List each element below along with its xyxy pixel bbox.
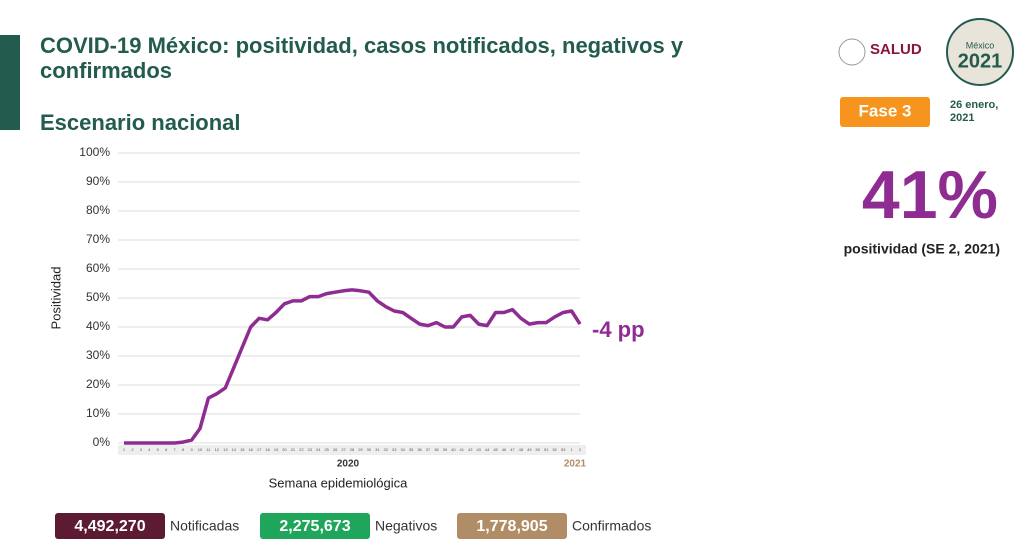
x-tick-label: 4 bbox=[148, 447, 151, 452]
x-tick-label: 10 bbox=[198, 447, 203, 452]
year-label: 2020 bbox=[337, 459, 360, 470]
x-tick-label: 33 bbox=[392, 447, 397, 452]
x-tick-label: 47 bbox=[510, 447, 515, 452]
x-tick-label: 1 bbox=[123, 447, 126, 452]
x-tick-label: 21 bbox=[291, 447, 296, 452]
x-tick-label: 51 bbox=[544, 447, 549, 452]
series-line bbox=[124, 288, 582, 445]
x-tick-label: 52 bbox=[552, 447, 557, 452]
date: 2021 bbox=[950, 112, 974, 124]
mexico-logo bbox=[946, 18, 1014, 86]
y-axis-label: Positividad bbox=[48, 267, 63, 330]
x-tick-label: 20 bbox=[282, 447, 287, 452]
x-tick-label: 2 bbox=[131, 447, 134, 452]
x-tick-label: 46 bbox=[502, 447, 507, 452]
x-tick-label: 31 bbox=[375, 447, 380, 452]
subtitle: Escenario nacional bbox=[40, 110, 241, 135]
x-tick-label: 35 bbox=[409, 447, 414, 452]
total-value: 2,275,673 bbox=[279, 518, 350, 535]
x-tick-label: 24 bbox=[316, 447, 321, 452]
x-tick-label: 3 bbox=[140, 447, 143, 452]
x-tick-label: 49 bbox=[527, 447, 532, 452]
x-tick-label: 18 bbox=[265, 447, 270, 452]
annotation: -4 pp bbox=[592, 317, 645, 342]
x-tick-label: 8 bbox=[182, 447, 185, 452]
x-axis-band bbox=[118, 445, 586, 455]
total-label: Negativos bbox=[375, 518, 437, 534]
x-tick-label: 37 bbox=[426, 447, 431, 452]
x-tick-label: 23 bbox=[308, 447, 313, 452]
year-label: 2021 bbox=[564, 459, 587, 470]
x-tick-label: 22 bbox=[299, 447, 304, 452]
salud-logo bbox=[838, 38, 866, 66]
x-tick-label: 43 bbox=[476, 447, 481, 452]
title: COVID-19 México: positividad, casos noti… bbox=[40, 33, 684, 58]
total-label: Notificadas bbox=[170, 518, 239, 534]
x-tick-label: 42 bbox=[468, 447, 473, 452]
x-tick-label: 9 bbox=[190, 447, 193, 452]
x-tick-label: 30 bbox=[367, 447, 372, 452]
y-tick-label: 80% bbox=[86, 203, 110, 217]
y-tick-label: 10% bbox=[86, 406, 110, 420]
x-tick-label: 28 bbox=[350, 447, 355, 452]
y-tick-label: 70% bbox=[86, 232, 110, 246]
y-tick-label: 30% bbox=[86, 348, 110, 362]
x-tick-label: 41 bbox=[460, 447, 465, 452]
x-tick-label: 11 bbox=[206, 447, 211, 452]
total-badge bbox=[55, 513, 165, 539]
phase-text: Fase 3 bbox=[859, 101, 912, 120]
y-tick-label: 100% bbox=[79, 145, 110, 159]
x-tick-label: 12 bbox=[215, 447, 220, 452]
x-tick-label: 32 bbox=[384, 447, 389, 452]
x-tick-label: 45 bbox=[493, 447, 498, 452]
x-tick-label: 7 bbox=[174, 447, 177, 452]
x-tick-label: 15 bbox=[240, 447, 245, 452]
x-tick-label: 40 bbox=[451, 447, 456, 452]
x-tick-label: 16 bbox=[248, 447, 253, 452]
date: 26 enero, bbox=[950, 99, 998, 111]
year-text: 2021 bbox=[958, 50, 1003, 72]
x-tick-label: 50 bbox=[536, 447, 541, 452]
total-value: 4,492,270 bbox=[74, 518, 145, 535]
y-tick-label: 50% bbox=[86, 290, 110, 304]
x-tick-label: 13 bbox=[223, 447, 228, 452]
mexico-text: México bbox=[966, 40, 995, 50]
x-tick-label: 26 bbox=[333, 447, 338, 452]
x-tick-label: 48 bbox=[519, 447, 524, 452]
total-badge bbox=[457, 513, 567, 539]
y-tick-label: 20% bbox=[86, 377, 110, 391]
x-tick-label: 19 bbox=[274, 447, 279, 452]
x-tick-label: 34 bbox=[400, 447, 405, 452]
total-value: 1,778,905 bbox=[476, 518, 547, 535]
x-tick-label: 27 bbox=[341, 447, 346, 452]
x-tick-label: 38 bbox=[434, 447, 439, 452]
x-tick-label: 2 bbox=[579, 447, 582, 452]
x-tick-label: 36 bbox=[417, 447, 422, 452]
y-tick-label: 40% bbox=[86, 319, 110, 333]
x-tick-label: 25 bbox=[324, 447, 329, 452]
x-tick-label: 29 bbox=[358, 447, 363, 452]
y-tick-label: 90% bbox=[86, 174, 110, 188]
x-tick-label: 53 bbox=[561, 447, 566, 452]
x-tick-label: 6 bbox=[165, 447, 168, 452]
x-tick-label: 5 bbox=[157, 447, 160, 452]
total-label: Confirmados bbox=[572, 518, 651, 534]
kpi-label: positividad (SE 2, 2021) bbox=[844, 241, 1000, 257]
x-tick-label: 1 bbox=[570, 447, 573, 452]
accent-bar bbox=[0, 35, 20, 130]
y-tick-label: 60% bbox=[86, 261, 110, 275]
x-tick-label: 17 bbox=[257, 447, 262, 452]
x-tick-label: 39 bbox=[443, 447, 448, 452]
x-axis-label: Semana epidemiológica bbox=[269, 475, 409, 490]
x-tick-label: 44 bbox=[485, 447, 490, 452]
total-badge bbox=[260, 513, 370, 539]
x-tick-label: 14 bbox=[232, 447, 237, 452]
y-tick-label: 0% bbox=[93, 435, 111, 449]
salud-text: SALUD bbox=[870, 41, 922, 58]
title: confirmados bbox=[40, 58, 172, 83]
phase-badge bbox=[840, 97, 930, 127]
kpi-value: 41% bbox=[862, 157, 998, 233]
